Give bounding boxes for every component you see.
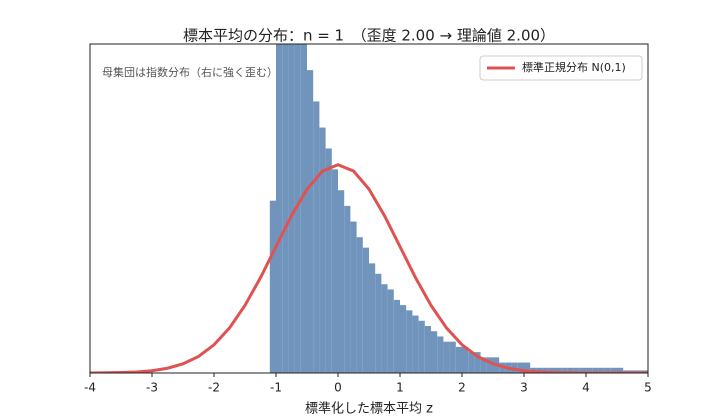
annotation: 母集団は指数分布（右に強く歪む） [102,65,278,79]
plot-frame [89,43,649,374]
bar [307,70,314,373]
x-tick-label: 4 [582,381,590,395]
bar [542,367,549,373]
bar [586,367,593,373]
bar [468,352,475,373]
bar [431,331,438,373]
bar [573,367,580,373]
x-tick-label: -1 [270,381,282,395]
bar [282,44,289,373]
x-tick-label: 1 [396,381,404,395]
x-tick-label: -2 [208,381,220,395]
bar [294,44,301,373]
bar [462,346,469,373]
bar [474,352,481,373]
bar [567,367,574,373]
x-tick-label: -3 [146,381,158,395]
bar [288,44,295,373]
bar [486,357,493,373]
bar [319,127,326,373]
x-tick-label: 2 [458,381,466,395]
bar [449,341,456,373]
bar [300,44,307,373]
x-tick-label: 5 [644,381,652,395]
bar [344,205,351,373]
x-tick-label: 0 [334,381,342,395]
plot-area [90,44,648,373]
bar [579,367,586,373]
bar [406,310,413,373]
legend-box [479,55,643,81]
bar [598,367,605,373]
bar [313,101,320,373]
bar [517,362,524,373]
bar [548,367,555,373]
bar [604,367,611,373]
bar [610,367,617,373]
bar [338,190,345,373]
bar [524,362,531,373]
bar [592,367,599,373]
bar [400,305,407,373]
bar [393,299,400,373]
bar [617,367,624,373]
bar [362,247,369,373]
bar [424,326,431,373]
bar [480,357,487,373]
bar [387,289,394,373]
bar [443,341,450,373]
x-tick-label: -4 [84,381,96,395]
bar [437,336,444,373]
bar [418,320,425,373]
bar [350,221,357,373]
bar [375,273,382,373]
legend-label: 標準正規分布 N(0,1) [522,60,626,74]
bar [555,367,562,373]
bar [269,200,276,373]
x-tick-label: 3 [520,381,528,395]
bar [325,148,332,373]
bar [412,315,419,373]
bar [331,169,338,373]
chart-title: 標本平均の分布：n = 1 （歪度 2.00 → 理論値 2.00） [183,27,555,45]
bar [356,237,363,373]
bar [455,346,462,373]
bar [369,263,376,373]
bar [536,367,543,373]
bar [381,284,388,373]
bar [276,44,283,373]
bar [561,367,568,373]
x-axis-label: 標準化した標本平均 z [305,401,433,417]
